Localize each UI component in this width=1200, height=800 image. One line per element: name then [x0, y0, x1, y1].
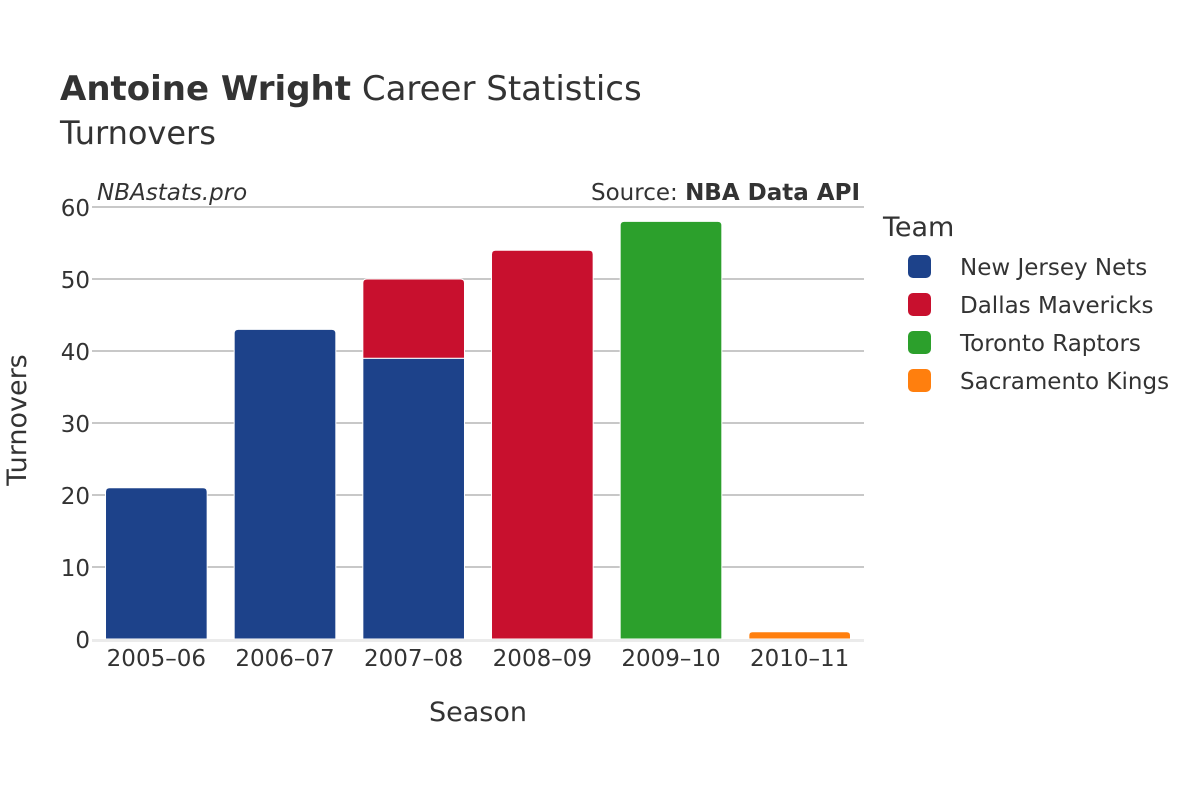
x-tick-label: 2009–10 — [621, 646, 720, 672]
x-axis-title: Season — [429, 697, 527, 728]
bar-segment — [362, 278, 465, 359]
bar-segment — [748, 631, 851, 640]
chart-subtitle: Turnovers — [59, 114, 216, 152]
legend-swatch — [908, 331, 931, 354]
source-text: Source: NBA Data API — [591, 180, 860, 206]
source-name: NBA Data API — [685, 180, 860, 206]
y-tick-label: 0 — [75, 628, 90, 654]
x-tick-label: 2007–08 — [364, 646, 463, 672]
legend-item: Sacramento Kings — [908, 369, 1169, 395]
source-prefix: Source: — [591, 180, 685, 206]
watermark: NBAstats.pro — [97, 180, 247, 206]
bar-segment — [491, 249, 594, 640]
legend-item: New Jersey Nets — [908, 255, 1147, 281]
y-axis-title: Turnovers — [2, 354, 33, 487]
y-tick-label: 60 — [61, 196, 90, 222]
y-tick-label: 10 — [61, 556, 90, 582]
axis-layer: 0 10 20 30 40 50 60 2005–06 2006–07 2007–08 2008–0… — [61, 196, 864, 672]
x-tick-label: 2006–07 — [235, 646, 334, 672]
title-rest: Career Statistics — [351, 69, 642, 109]
legend-swatch — [908, 293, 931, 316]
legend-title: Team — [882, 212, 954, 243]
bar-segment — [105, 487, 208, 640]
y-tick-label: 50 — [61, 268, 90, 294]
y-tick-label: 20 — [61, 484, 90, 510]
x-tick-label: 2005–06 — [107, 646, 206, 672]
player-name: Antoine Wright — [60, 69, 351, 109]
x-tick-label: 2008–09 — [493, 646, 592, 672]
y-tick-label: 40 — [61, 340, 90, 366]
legend-item: Toronto Raptors — [908, 331, 1141, 357]
chart-title: Antoine Wright Career Statistics — [60, 69, 642, 109]
y-tick-label: 30 — [61, 412, 90, 438]
bar-segment — [619, 220, 723, 640]
legend-label: Dallas Mavericks — [960, 293, 1153, 319]
legend-swatch — [908, 369, 931, 392]
bar-segment — [362, 357, 465, 640]
legend: Team New Jersey Nets Dallas Mavericks Toro… — [882, 212, 1169, 395]
legend-swatch — [908, 255, 931, 278]
bars-layer — [105, 220, 851, 640]
x-tick-label: 2010–11 — [750, 646, 849, 672]
legend-label: Toronto Raptors — [959, 331, 1141, 357]
bar-segment — [233, 328, 337, 640]
legend-label: Sacramento Kings — [960, 369, 1169, 395]
legend-label: New Jersey Nets — [960, 255, 1147, 281]
grid-layer — [92, 206, 864, 568]
legend-item: Dallas Mavericks — [908, 293, 1153, 319]
